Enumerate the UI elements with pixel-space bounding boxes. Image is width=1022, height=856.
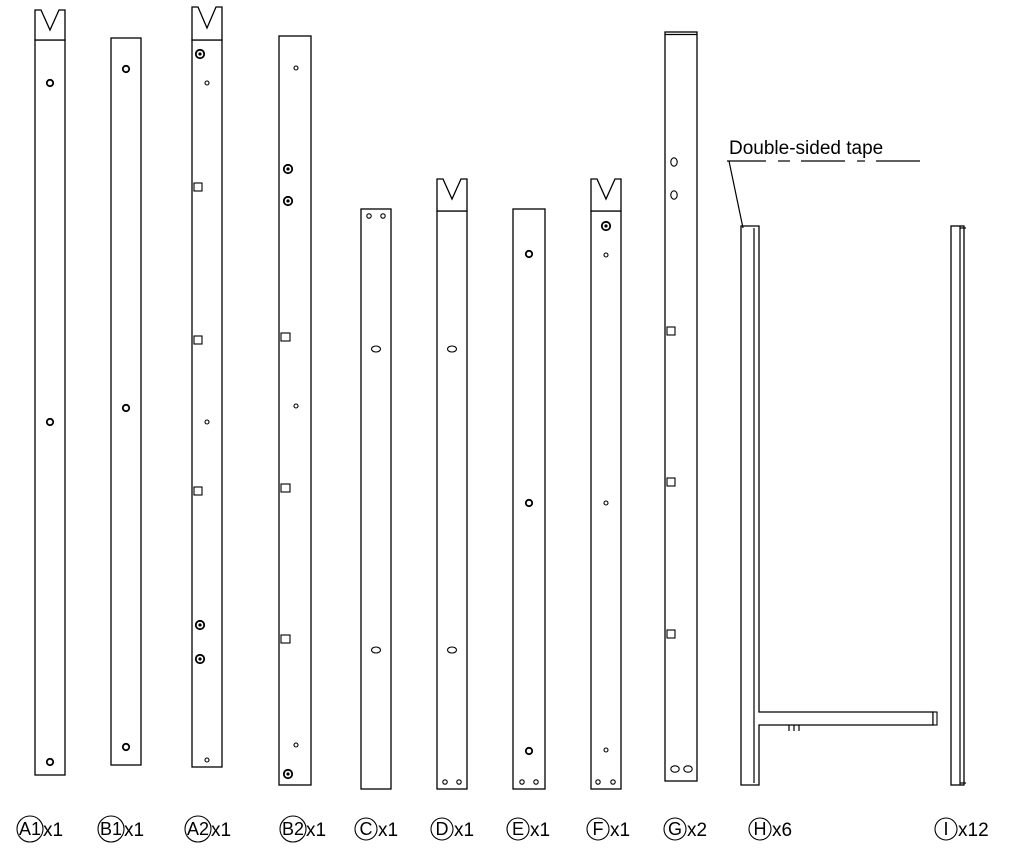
square-hole — [667, 630, 675, 638]
square-hole — [667, 327, 675, 335]
hole — [47, 759, 53, 765]
svg-text:x1: x1 — [610, 820, 630, 841]
label-c: C x1 — [355, 818, 398, 841]
svg-text:x1: x1 — [306, 820, 326, 841]
label-h: H x6 — [749, 818, 792, 841]
svg-text:I: I — [943, 819, 948, 839]
t-bracket — [741, 226, 933, 785]
hole-small — [367, 214, 371, 218]
svg-text:B2: B2 — [282, 819, 304, 839]
square-hole — [194, 183, 202, 191]
hole — [123, 66, 129, 72]
hole-small — [457, 780, 461, 784]
hole — [47, 80, 53, 86]
svg-text:x1: x1 — [378, 820, 398, 841]
square-hole — [281, 484, 290, 492]
svg-text:D: D — [436, 819, 449, 839]
hole — [526, 748, 532, 754]
hole-small — [443, 780, 447, 784]
part-a1 — [35, 10, 65, 775]
v-notch-top — [591, 179, 621, 211]
hole-small — [205, 420, 209, 424]
hole-small — [611, 780, 615, 784]
label-f: F x1 — [587, 818, 630, 841]
v-notch-top — [35, 10, 65, 40]
part-e — [513, 209, 545, 789]
square-hole — [281, 635, 290, 643]
part-a2 — [192, 7, 222, 767]
hole — [123, 744, 129, 750]
part-d — [437, 179, 467, 789]
svg-text:x1: x1 — [43, 820, 63, 841]
hole-small — [294, 743, 298, 747]
label-a2: A2 x1 — [185, 816, 231, 842]
hole-small — [604, 253, 608, 257]
svg-text:x6: x6 — [772, 820, 792, 841]
svg-text:G: G — [668, 819, 682, 839]
oval-hole — [372, 647, 381, 653]
label-e: E x1 — [507, 818, 550, 841]
hole — [47, 419, 53, 425]
v-notch-top — [437, 179, 467, 211]
hole — [123, 405, 129, 411]
label-d: D x1 — [431, 818, 474, 841]
svg-text:F: F — [593, 819, 604, 839]
svg-text:x12: x12 — [958, 820, 989, 841]
svg-text:x1: x1 — [530, 820, 550, 841]
svg-text:H: H — [754, 819, 767, 839]
square-hole — [667, 478, 675, 486]
label-g: G x2 — [664, 818, 707, 841]
tape-callout: Double-sided tape — [727, 138, 920, 228]
svg-text:C: C — [360, 819, 373, 839]
part-g — [665, 32, 697, 781]
svg-text:A1: A1 — [19, 819, 41, 839]
hole-small — [205, 81, 209, 85]
part-c — [361, 209, 391, 789]
svg-text:x1: x1 — [124, 820, 144, 841]
oval-hole — [448, 346, 457, 352]
oval-hole — [684, 766, 692, 772]
hole-small — [604, 748, 608, 752]
hole-small — [596, 780, 600, 784]
svg-text:x1: x1 — [211, 820, 231, 841]
hole-small — [294, 404, 298, 408]
oval-hole — [372, 346, 381, 352]
part-h — [741, 226, 937, 785]
hole-small — [205, 758, 209, 762]
hole-small — [604, 501, 608, 505]
hole — [526, 500, 532, 506]
v-notch-top — [192, 7, 222, 40]
svg-text:x2: x2 — [687, 820, 707, 841]
hole-small — [294, 66, 298, 70]
oval-hole — [671, 766, 679, 772]
oval-hole — [448, 647, 457, 653]
hole — [526, 251, 532, 257]
part-f — [591, 179, 621, 789]
label-i: I x12 — [935, 818, 989, 841]
oval-hole — [671, 158, 677, 166]
label-b1: B1 x1 — [98, 816, 144, 842]
svg-text:x1: x1 — [454, 820, 474, 841]
label-a1: A1 x1 — [17, 816, 63, 842]
oval-hole — [671, 191, 677, 199]
part-i — [951, 226, 966, 785]
leader-line — [729, 161, 743, 228]
square-hole — [194, 336, 202, 344]
svg-text:A2: A2 — [187, 819, 209, 839]
hole-small — [381, 214, 385, 218]
square-hole — [194, 487, 202, 495]
svg-text:E: E — [512, 819, 524, 839]
part-labels: A1 x1 B1 x1 A2 x1 B2 x1 C x1 D x1 — [17, 816, 989, 842]
tape-callout-label: Double-sided tape — [729, 138, 883, 159]
square-hole — [281, 333, 290, 341]
label-b2: B2 x1 — [280, 816, 326, 842]
svg-text:B1: B1 — [100, 819, 122, 839]
part-b1 — [111, 38, 141, 765]
hole-small — [534, 780, 538, 784]
hole-small — [520, 780, 524, 784]
end-tab — [933, 712, 937, 725]
part-b2 — [279, 36, 311, 785]
